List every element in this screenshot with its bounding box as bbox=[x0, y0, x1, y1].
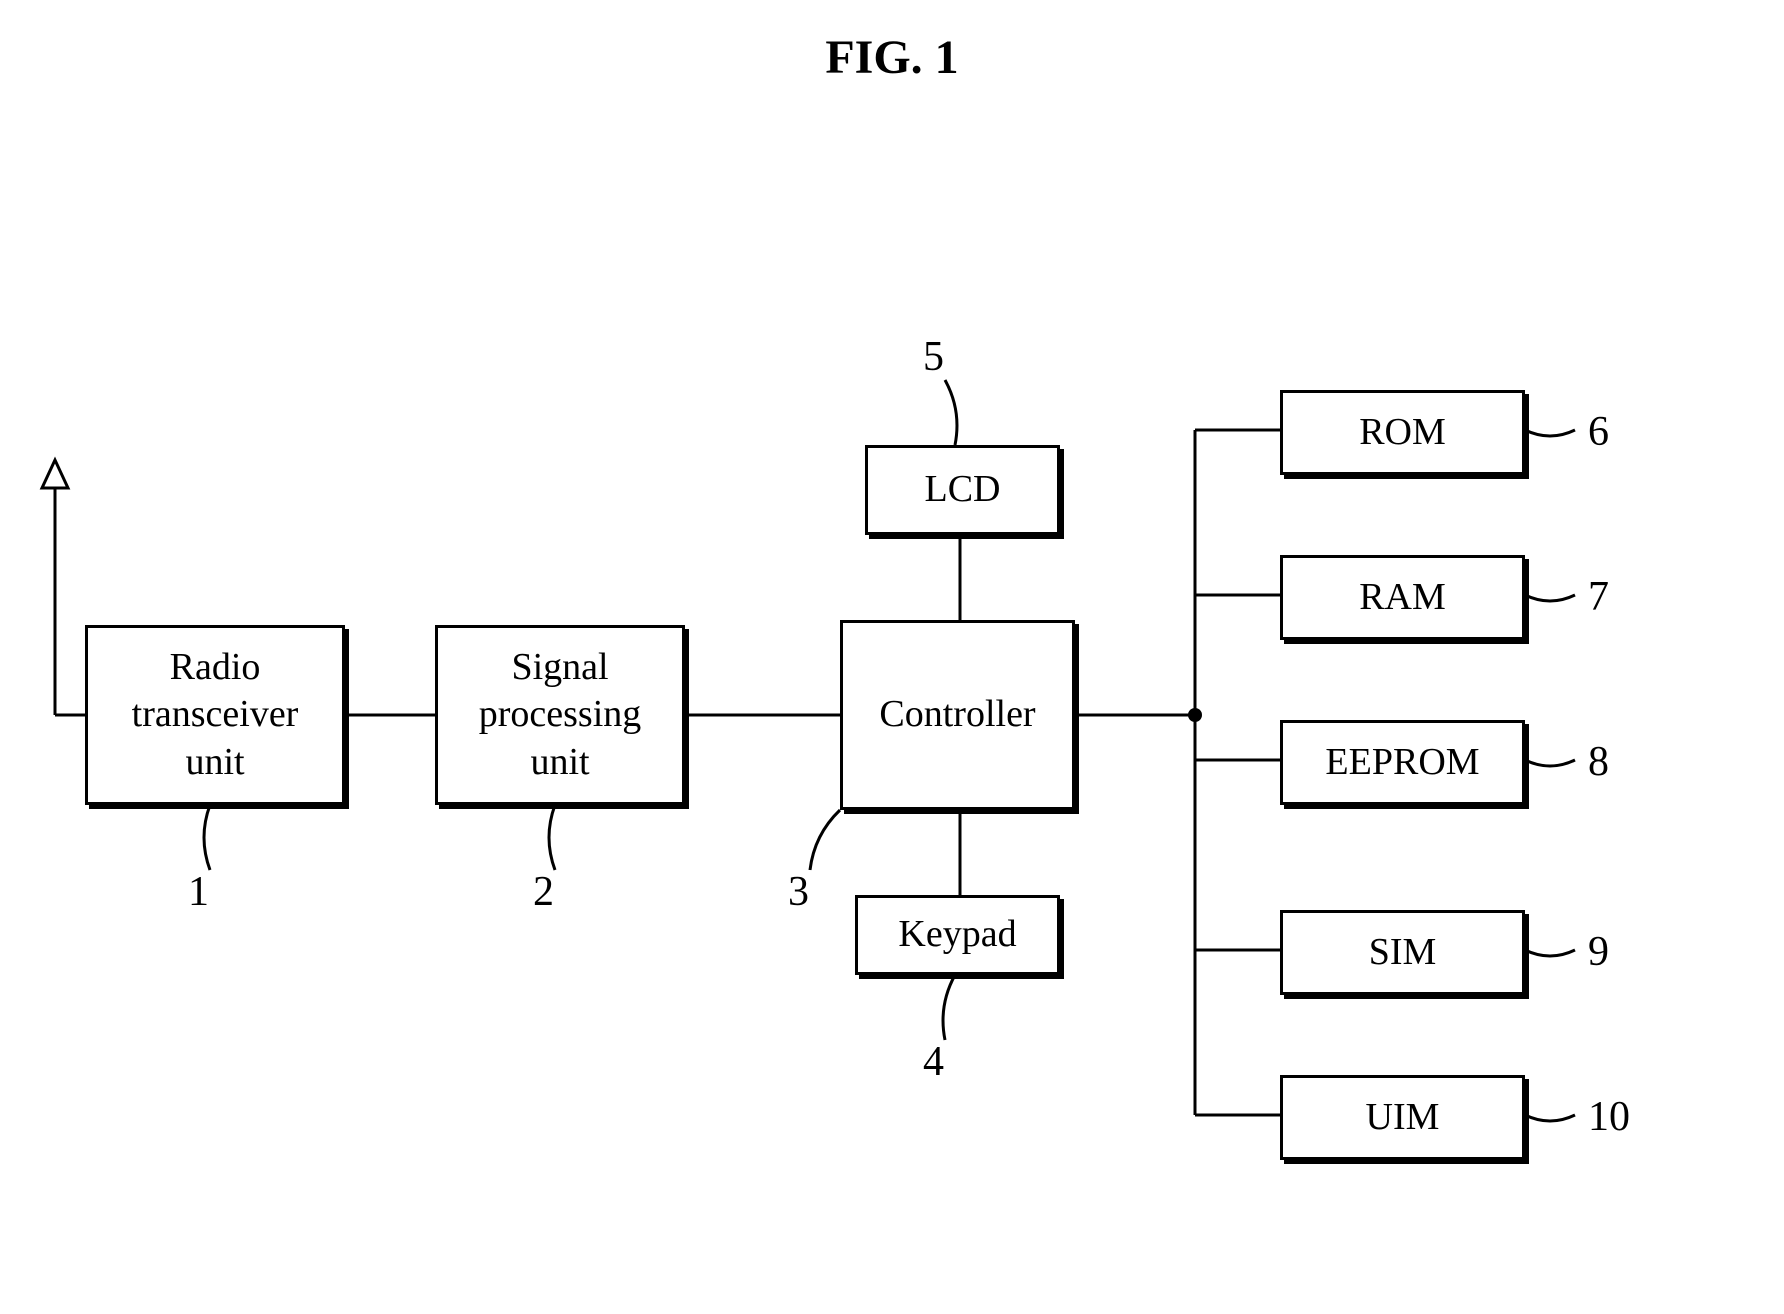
block-rom: ROM bbox=[1280, 390, 1525, 475]
ref-label-6: 6 bbox=[1588, 408, 1609, 456]
block-eeprom: EEPROM bbox=[1280, 720, 1525, 805]
block-ram: RAM bbox=[1280, 555, 1525, 640]
block-controller: Controller bbox=[840, 620, 1075, 810]
ref-label-1: 1 bbox=[188, 868, 209, 916]
ref-label-2: 2 bbox=[533, 868, 554, 916]
ref-label-5: 5 bbox=[923, 333, 944, 381]
ref-label-9: 9 bbox=[1588, 928, 1609, 976]
block-sim: SIM bbox=[1280, 910, 1525, 995]
figure-title: FIG. 1 bbox=[825, 30, 958, 85]
ref-label-4: 4 bbox=[923, 1038, 944, 1086]
block-radio-transceiver: Radiotransceiverunit bbox=[85, 625, 345, 805]
block-lcd: LCD bbox=[865, 445, 1060, 535]
ref-label-7: 7 bbox=[1588, 573, 1609, 621]
ref-label-3: 3 bbox=[788, 868, 809, 916]
block-uim: UIM bbox=[1280, 1075, 1525, 1160]
block-signal-processing: Signalprocessingunit bbox=[435, 625, 685, 805]
block-keypad: Keypad bbox=[855, 895, 1060, 975]
ref-label-8: 8 bbox=[1588, 738, 1609, 786]
ref-label-10: 10 bbox=[1588, 1093, 1630, 1141]
